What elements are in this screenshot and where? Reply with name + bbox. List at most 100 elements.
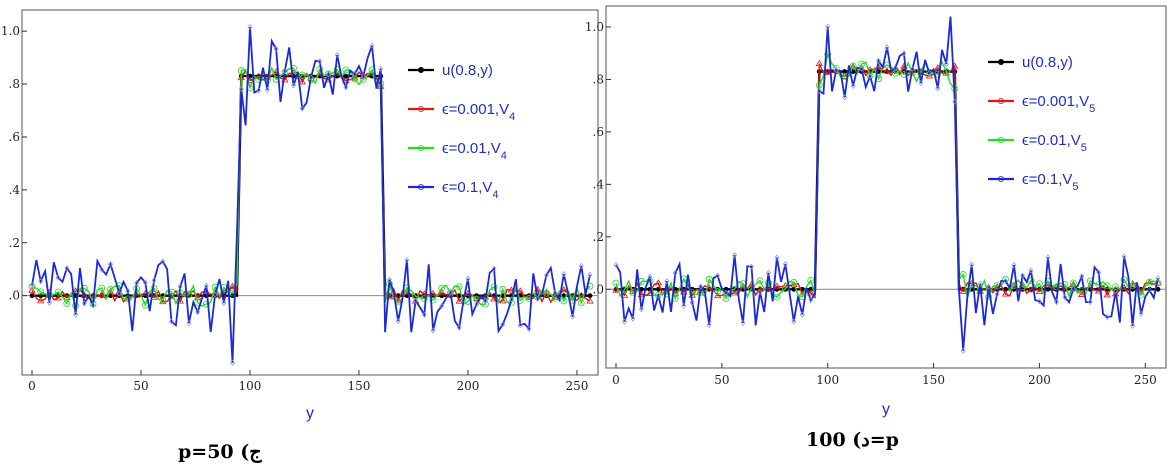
- series-marker: [959, 287, 967, 294]
- series-marker: [212, 291, 218, 298]
- y-tick-label: 1.0: [585, 20, 604, 34]
- series-marker: [749, 263, 754, 270]
- series-marker: [455, 297, 463, 304]
- series-marker: [883, 67, 891, 74]
- series-marker: [99, 266, 105, 273]
- series-marker: [254, 72, 263, 80]
- series-marker: [160, 258, 166, 265]
- series-marker: [360, 73, 366, 80]
- series-marker: [578, 262, 584, 270]
- series-marker: [28, 286, 36, 293]
- series-marker: [378, 65, 384, 72]
- series-marker: [256, 87, 262, 94]
- y-tick-label: .0: [593, 282, 604, 296]
- series-marker: [986, 283, 992, 290]
- series-marker: [1036, 298, 1042, 305]
- series-marker: [715, 272, 721, 279]
- series-marker: [202, 300, 210, 308]
- series-marker: [638, 306, 644, 313]
- series-marker: [134, 280, 140, 287]
- series-marker: [482, 297, 488, 304]
- series-marker: [282, 68, 288, 75]
- series-marker: [238, 85, 244, 92]
- legend-label: u(0.8,y): [1022, 54, 1073, 71]
- legend-marker: [998, 136, 1005, 143]
- series-marker: [909, 66, 915, 73]
- series-marker: [1070, 286, 1076, 293]
- series-marker: [159, 296, 167, 304]
- series-marker: [29, 282, 35, 289]
- series-marker: [1147, 287, 1152, 294]
- series-marker: [1061, 281, 1069, 288]
- legend-marker: [998, 98, 1005, 105]
- panel-right-chart: .0 .2 .4 .6 .8 1.0 0 50 100 150 200 250 u(0.8,y) ϵ=0.…: [585, 5, 1167, 451]
- x-tick-label: 0: [612, 373, 620, 387]
- series-marker: [647, 273, 653, 280]
- series-marker: [586, 297, 594, 304]
- series-marker: [1096, 269, 1102, 276]
- series-marker: [63, 294, 71, 301]
- series-marker: [587, 293, 593, 299]
- legend-label: u(0.8,y): [442, 62, 493, 79]
- series-marker: [808, 296, 814, 304]
- series-line: [615, 16, 1159, 351]
- series-marker: [825, 23, 831, 30]
- series-marker: [237, 67, 245, 74]
- series-marker: [1087, 299, 1093, 306]
- series-marker: [228, 282, 237, 289]
- y-tick-label: .2: [593, 230, 604, 244]
- legend-label: ϵ=0.001,V4: [442, 101, 515, 123]
- series-marker: [404, 256, 410, 263]
- series-marker: [1011, 261, 1017, 269]
- x-tick-label: 250: [1134, 373, 1157, 387]
- series-marker: [672, 270, 678, 277]
- series-marker: [308, 74, 314, 81]
- series-marker: [203, 282, 209, 289]
- series-marker: [893, 64, 898, 71]
- series-marker: [1053, 298, 1059, 305]
- x-tick-label: 150: [348, 379, 371, 393]
- series-marker: [1078, 290, 1086, 297]
- y-tick-label: .4: [9, 183, 21, 197]
- series-marker: [535, 295, 541, 302]
- series-marker: [756, 285, 764, 292]
- y-tick-label: .6: [9, 130, 20, 144]
- series-line: [31, 26, 591, 363]
- series-marker: [756, 277, 764, 285]
- series-marker: [849, 62, 857, 70]
- series-line: [615, 63, 1159, 300]
- series-marker: [748, 284, 755, 292]
- series-marker: [867, 73, 873, 80]
- series-marker: [560, 286, 568, 293]
- series-marker: [942, 68, 950, 75]
- series-marker: [55, 274, 61, 281]
- series-marker: [1019, 283, 1026, 291]
- x-tick-label: 0: [28, 379, 36, 393]
- series-marker: [1079, 273, 1085, 280]
- series-marker: [1120, 276, 1128, 284]
- series-marker: [106, 287, 115, 294]
- x-tick-label: 200: [1028, 373, 1051, 387]
- series-marker: [560, 297, 568, 305]
- series-marker: [714, 288, 722, 295]
- series-marker: [317, 58, 323, 65]
- series-marker: [98, 284, 106, 292]
- series-marker: [654, 279, 663, 286]
- y-tick-label: .6: [593, 125, 604, 139]
- x-tick-label: 150: [922, 373, 945, 387]
- y-tick-label: .0: [9, 289, 20, 303]
- series-marker: [499, 285, 507, 293]
- series-marker: [438, 284, 446, 292]
- series-marker: [499, 297, 507, 304]
- legend-marker: [417, 183, 424, 190]
- legend-label: ϵ=0.01,V4: [442, 140, 507, 162]
- series-marker: [387, 276, 392, 283]
- series-marker: [98, 290, 106, 297]
- series-marker: [698, 283, 704, 290]
- series-marker: [142, 279, 148, 286]
- series-marker: [705, 275, 713, 283]
- panel-caption: د) 100=p: [806, 429, 899, 451]
- series-marker: [54, 288, 62, 296]
- x-tick-label: 100: [816, 373, 839, 387]
- series-marker: [791, 318, 797, 325]
